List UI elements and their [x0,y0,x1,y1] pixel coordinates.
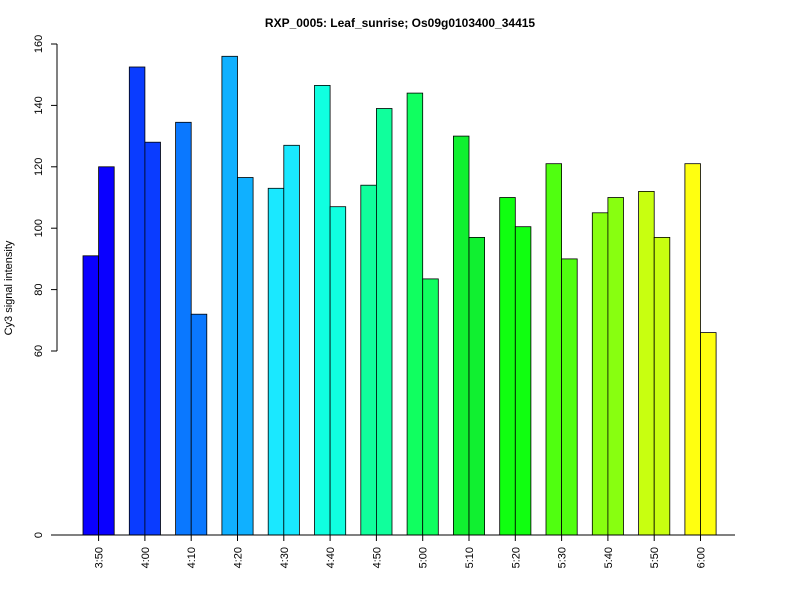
bar [375,108,393,536]
bar [144,141,161,536]
x-tick-label: 5:50 [649,547,661,568]
bar [452,135,470,536]
x-tick-label: 4:10 [186,547,198,568]
x-tick-label: 4:50 [371,547,383,568]
x-tick-label: 4:00 [140,547,152,568]
bar [638,190,655,536]
bar [283,144,300,536]
bar [175,121,192,536]
bar [561,258,578,536]
bar [98,166,115,536]
bars [82,55,717,536]
bar [406,92,424,536]
x-axis: 3:50 4:00 4:10 4:20 4:30 4:40 4:50 5:00 5:10 5:20… [57,534,735,568]
x-tick-label: 5:10 [464,547,476,568]
y-tick-label: 0 [33,532,45,538]
bar [190,313,208,536]
bar [128,66,146,536]
bar [267,187,285,536]
bar [514,226,532,536]
bar [468,236,486,536]
x-tick-label: 3:50 [94,547,106,568]
x-tick-label: 5:30 [557,547,569,568]
x-tick-label: 5:20 [510,547,522,568]
x-tick-label: 5:00 [418,547,430,568]
y-axis: 0 60 80 100 120 140 160 [33,35,58,538]
bar [607,197,624,536]
bar [499,197,516,536]
bar [545,163,563,536]
chart-title: RXP_0005: Leaf_sunrise; Os09g0103400_344… [265,16,536,30]
x-tick-label: 5:40 [603,547,615,568]
y-tick-label: 140 [33,96,45,114]
bar [684,163,701,536]
bar [314,85,331,536]
x-tick-label: 4:40 [325,547,337,568]
bar [422,278,439,536]
bar [591,212,609,536]
bar [221,55,238,536]
x-tick-label: 4:30 [279,547,291,568]
y-tick-label: 120 [33,158,45,176]
bar [82,255,100,536]
y-tick-label: 80 [33,283,45,295]
x-tick-label: 6:00 [696,547,708,568]
y-axis-label: Cy3 signal intensity [3,240,15,335]
y-tick-label: 60 [33,345,45,357]
y-tick-label: 100 [33,219,45,237]
bar [700,332,717,536]
x-tick-label: 4:20 [233,547,245,568]
bar [360,184,377,536]
bar [653,236,671,536]
y-tick-label: 160 [33,35,45,53]
bar [329,206,347,536]
bar [237,177,254,536]
